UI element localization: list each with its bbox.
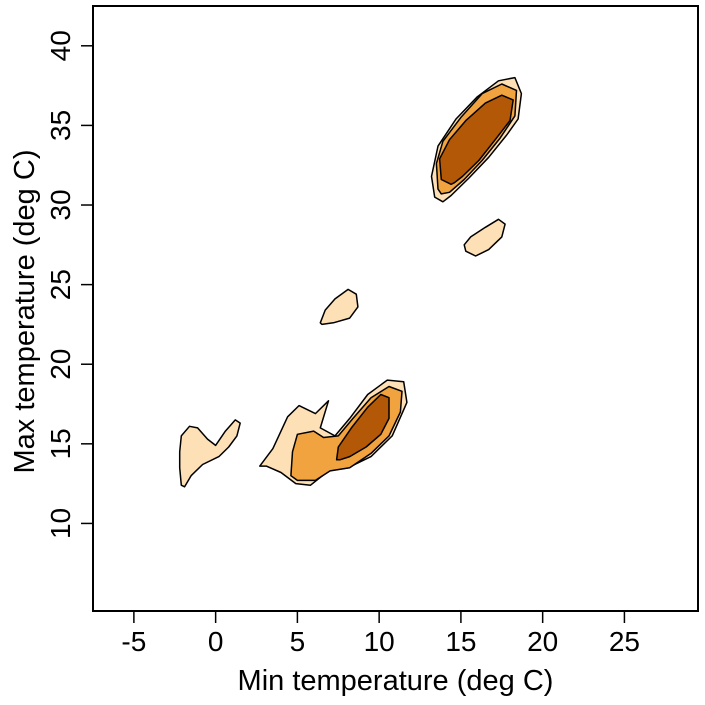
y-tick-label: 15 — [45, 428, 76, 459]
plot-frame — [92, 5, 699, 612]
contour-region-outer-2 — [319, 288, 359, 326]
y-tick-label: 30 — [45, 189, 76, 220]
x-tick-label: 25 — [609, 626, 640, 657]
y-axis-label: Max temperature (deg C) — [9, 150, 41, 474]
x-axis-label: Min temperature (deg C) — [238, 665, 554, 697]
x-tick-label: 20 — [527, 626, 558, 657]
y-tick-label: 10 — [45, 508, 76, 539]
y-axis: 10 15 20 25 30 35 40 — [45, 30, 93, 539]
y-tick-label: 40 — [45, 30, 76, 61]
contour-region-outer-3 — [463, 218, 506, 257]
x-tick-label: -5 — [121, 626, 146, 657]
contour-regions — [178, 76, 523, 488]
contour-region-outer-0 — [178, 419, 241, 488]
contour-region-inner-7 — [335, 393, 390, 461]
x-axis: -5 0 5 10 15 20 25 — [121, 611, 640, 657]
y-tick-label: 25 — [45, 269, 76, 300]
contour-region-inner-8 — [438, 94, 514, 186]
y-tick-label: 35 — [45, 110, 76, 141]
x-tick-label: 5 — [290, 626, 306, 657]
x-tick-label: 15 — [445, 626, 476, 657]
y-tick-label: 20 — [45, 349, 76, 380]
x-tick-label: 10 — [364, 626, 395, 657]
x-tick-label: 0 — [208, 626, 224, 657]
